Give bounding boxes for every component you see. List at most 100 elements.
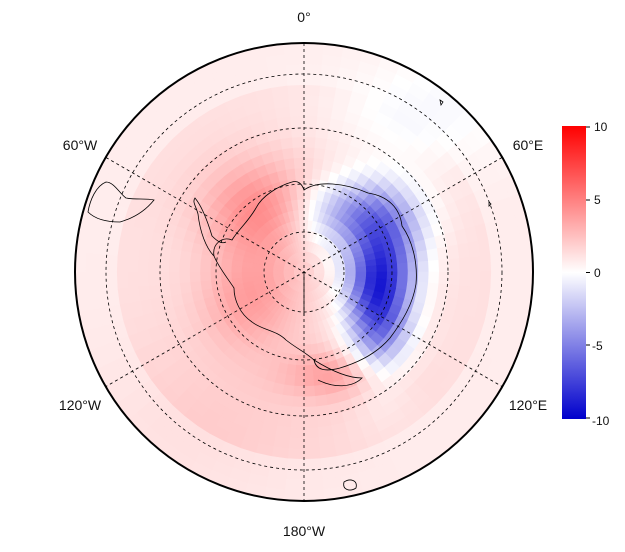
field-cell — [116, 255, 129, 273]
field-cell — [276, 415, 292, 428]
field-cell — [294, 364, 305, 377]
field-cell — [303, 323, 310, 335]
field-cell — [289, 188, 298, 201]
anomaly-field — [75, 43, 533, 501]
field-cell — [316, 415, 332, 428]
lon-label-180w: 180°W — [283, 523, 326, 539]
field-cell — [303, 437, 320, 450]
field-cell — [447, 284, 460, 300]
colorbar-tick-label: 5 — [594, 193, 601, 207]
field-cell — [428, 259, 440, 273]
field-cell — [303, 63, 323, 76]
island-outline — [439, 99, 444, 107]
field-cell — [447, 244, 460, 260]
peninsula-coastline — [193, 197, 227, 257]
field-cell — [293, 375, 305, 387]
field-cell — [126, 271, 139, 288]
field-cell — [289, 427, 305, 439]
field-cell — [303, 489, 325, 501]
field-cell — [303, 364, 314, 377]
island-outline — [343, 479, 357, 491]
field-cell — [285, 468, 305, 481]
lon-label-0: 0° — [297, 9, 310, 25]
field-cell — [459, 271, 471, 287]
field-cell — [105, 254, 118, 273]
field-cell — [230, 271, 243, 279]
field-cell — [303, 105, 319, 117]
field-cell — [291, 396, 305, 408]
field-cell — [375, 257, 388, 266]
field-cell — [511, 271, 523, 292]
field-cell — [283, 43, 305, 55]
lon-label-60w: 60°W — [63, 137, 98, 153]
field-cell — [137, 257, 149, 273]
field-cell — [85, 271, 97, 292]
field-cell — [251, 271, 263, 277]
colorbar-gradient — [562, 126, 586, 419]
island-outline — [488, 201, 492, 207]
ross-ice-shelf-outline — [313, 359, 363, 387]
field-cell — [376, 271, 388, 280]
field-cell — [179, 281, 192, 295]
field-cell — [284, 479, 305, 491]
colorbar-tick-label: -5 — [592, 339, 603, 353]
field-cell — [303, 333, 311, 346]
field-cell — [406, 251, 419, 264]
field-cell — [303, 84, 321, 97]
field-cell — [290, 115, 305, 128]
field-cell — [521, 271, 533, 293]
field-cell — [298, 209, 305, 221]
colorbar-tick-label: -10 — [592, 414, 610, 428]
field-cell — [407, 261, 419, 273]
field-cell — [199, 262, 212, 273]
field-cell — [303, 396, 317, 408]
field-cell — [355, 266, 367, 273]
field-cell — [303, 94, 320, 107]
field-cell — [95, 271, 108, 291]
field-cell — [288, 94, 305, 107]
field-cell — [310, 343, 319, 356]
field-cell — [189, 271, 201, 283]
field-cell — [158, 246, 172, 261]
field-cell — [303, 468, 323, 481]
field-cell — [281, 147, 295, 160]
field-cell — [417, 271, 430, 284]
field-cell — [287, 447, 305, 460]
field-cell — [490, 271, 503, 290]
field-cell — [416, 249, 429, 263]
field-cell — [395, 253, 409, 265]
colorbar-tick-label: 0 — [594, 266, 601, 280]
field-cell — [303, 157, 315, 169]
field-cell — [479, 255, 492, 273]
field-cell — [303, 416, 318, 429]
field-cell — [289, 105, 305, 117]
field-cell — [288, 437, 305, 450]
field-cell — [148, 244, 161, 260]
field-cell — [303, 385, 316, 398]
field-cell — [148, 284, 161, 300]
field-cell — [280, 136, 294, 150]
field-cell — [189, 261, 201, 273]
field-cell — [287, 84, 305, 97]
field-cell — [448, 258, 461, 273]
field-cell — [116, 271, 129, 289]
field-cell — [147, 271, 160, 286]
field-cell — [287, 178, 298, 191]
field-cell — [303, 43, 325, 55]
field-cell — [280, 394, 294, 408]
field-cell — [479, 271, 492, 289]
field-cell — [511, 252, 523, 273]
colorbar: 10 5 0 -5 -10 — [562, 120, 610, 428]
field-cell — [303, 188, 312, 200]
field-cell — [417, 260, 430, 273]
field-cell — [345, 267, 357, 273]
field-cell — [199, 279, 213, 291]
field-cell — [199, 271, 212, 282]
field-cell — [168, 282, 182, 296]
field-cell — [303, 146, 316, 159]
field-cell — [314, 136, 328, 150]
field-cell — [105, 271, 118, 290]
field-cell — [396, 262, 409, 273]
field-cell — [490, 254, 503, 273]
field-cell — [189, 280, 202, 293]
